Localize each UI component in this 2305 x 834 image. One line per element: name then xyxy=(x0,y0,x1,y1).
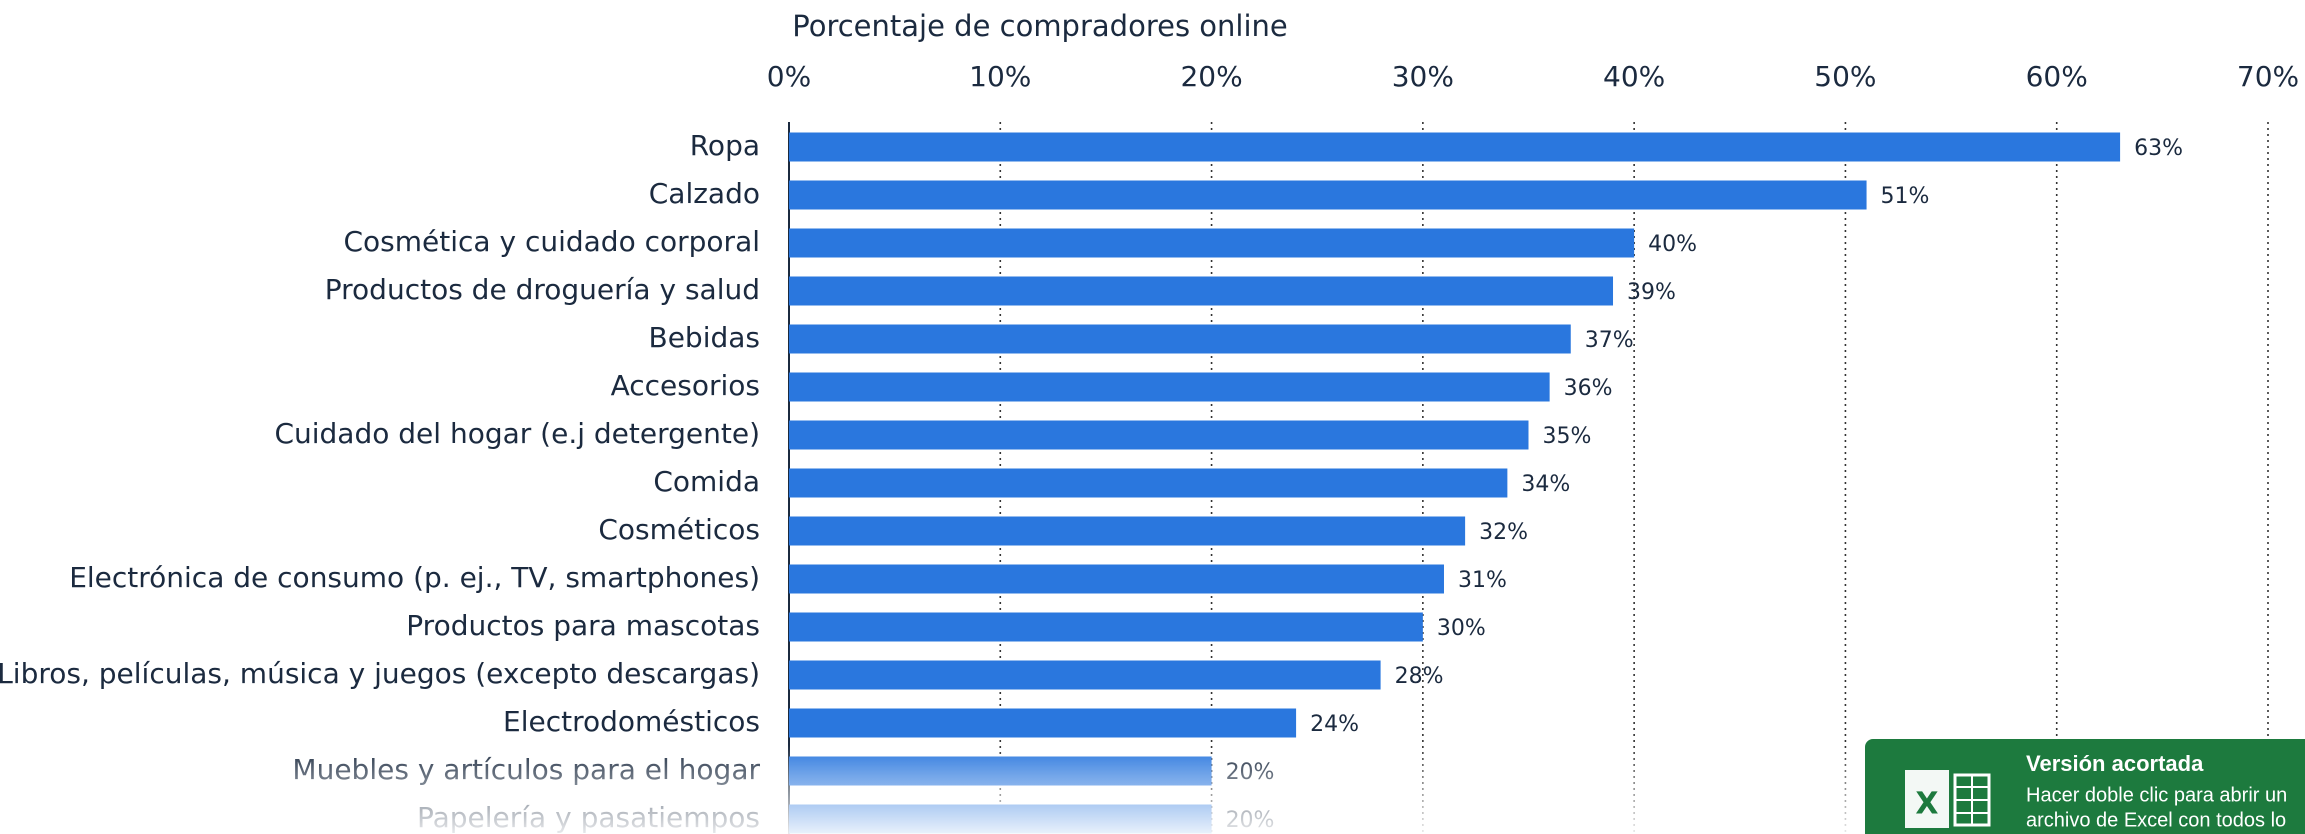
y-tick-label: Libros, películas, música y juegos (exce… xyxy=(0,657,760,690)
fade-overlay xyxy=(0,745,1860,834)
excel-icon: X xyxy=(1905,770,1991,828)
notice-box[interactable] xyxy=(1865,739,2305,834)
data-label: 24% xyxy=(1310,712,1359,737)
x-tick-label: 30% xyxy=(1392,60,1454,93)
x-tick-label: 0% xyxy=(767,60,811,93)
bar xyxy=(789,276,1614,306)
data-label: 31% xyxy=(1458,568,1507,593)
bar xyxy=(789,516,1466,546)
y-tick-label: Comida xyxy=(653,465,760,498)
y-tick-label: Bebidas xyxy=(648,321,760,354)
y-tick-label: Productos para mascotas xyxy=(406,609,760,642)
data-label: 40% xyxy=(1648,232,1697,257)
bar xyxy=(789,660,1381,690)
data-label: 37% xyxy=(1585,328,1634,353)
y-tick-label: Productos de droguería y salud xyxy=(325,273,760,306)
bar xyxy=(789,372,1550,402)
data-label: 51% xyxy=(1881,184,1930,209)
bar xyxy=(789,420,1529,450)
data-label: 63% xyxy=(2134,136,2183,161)
bar xyxy=(789,324,1571,354)
data-label: 35% xyxy=(1543,424,1592,449)
notice-line: archivo de Excel con todos lo xyxy=(2026,809,2286,831)
bar xyxy=(789,612,1423,642)
x-tick-label: 40% xyxy=(1603,60,1665,93)
bar xyxy=(789,564,1444,594)
y-tick-label: Calzado xyxy=(649,177,760,210)
x-tick-label: 50% xyxy=(1814,60,1876,93)
y-tick-label: Accesorios xyxy=(611,369,760,402)
bar xyxy=(789,132,2121,162)
notice-title: Versión acortada xyxy=(2026,751,2204,776)
data-label: 34% xyxy=(1521,472,1570,497)
y-tick-label: Cosméticos xyxy=(598,513,760,546)
x-tick-label: 10% xyxy=(969,60,1031,93)
data-label: 36% xyxy=(1564,376,1613,401)
data-label: 32% xyxy=(1479,520,1528,545)
y-tick-label: Electrodomésticos xyxy=(503,705,760,738)
notice-line: Hacer doble clic para abrir un xyxy=(2026,784,2287,806)
svg-text:X: X xyxy=(1915,787,1938,822)
y-tick-label: Cuidado del hogar (e.j detergente) xyxy=(274,417,760,450)
chart-title: Porcentaje de compradores online xyxy=(792,9,1287,43)
plot: 0% 10% 20% 30% 40% 50% 60% 70% Ropa 63% Calzado 51%… xyxy=(0,60,2299,834)
y-tick-label: Cosmética y cuidado corporal xyxy=(344,225,761,258)
data-label: 28% xyxy=(1395,664,1444,689)
y-tick-label: Ropa xyxy=(690,129,760,162)
x-tick-label: 60% xyxy=(2026,60,2088,93)
data-label: 39% xyxy=(1627,280,1676,305)
y-tick-label: Electrónica de consumo (p. ej., TV, smar… xyxy=(69,561,760,594)
bar xyxy=(789,468,1508,498)
bar xyxy=(789,708,1297,738)
x-tick-label: 20% xyxy=(1180,60,1242,93)
data-label: 30% xyxy=(1437,616,1486,641)
x-tick-label: 70% xyxy=(2237,60,2299,93)
bar xyxy=(789,228,1635,258)
excel-notice[interactable]: X Versión acortada Hacer doble clic para… xyxy=(1865,739,2305,834)
bar xyxy=(789,180,1867,210)
